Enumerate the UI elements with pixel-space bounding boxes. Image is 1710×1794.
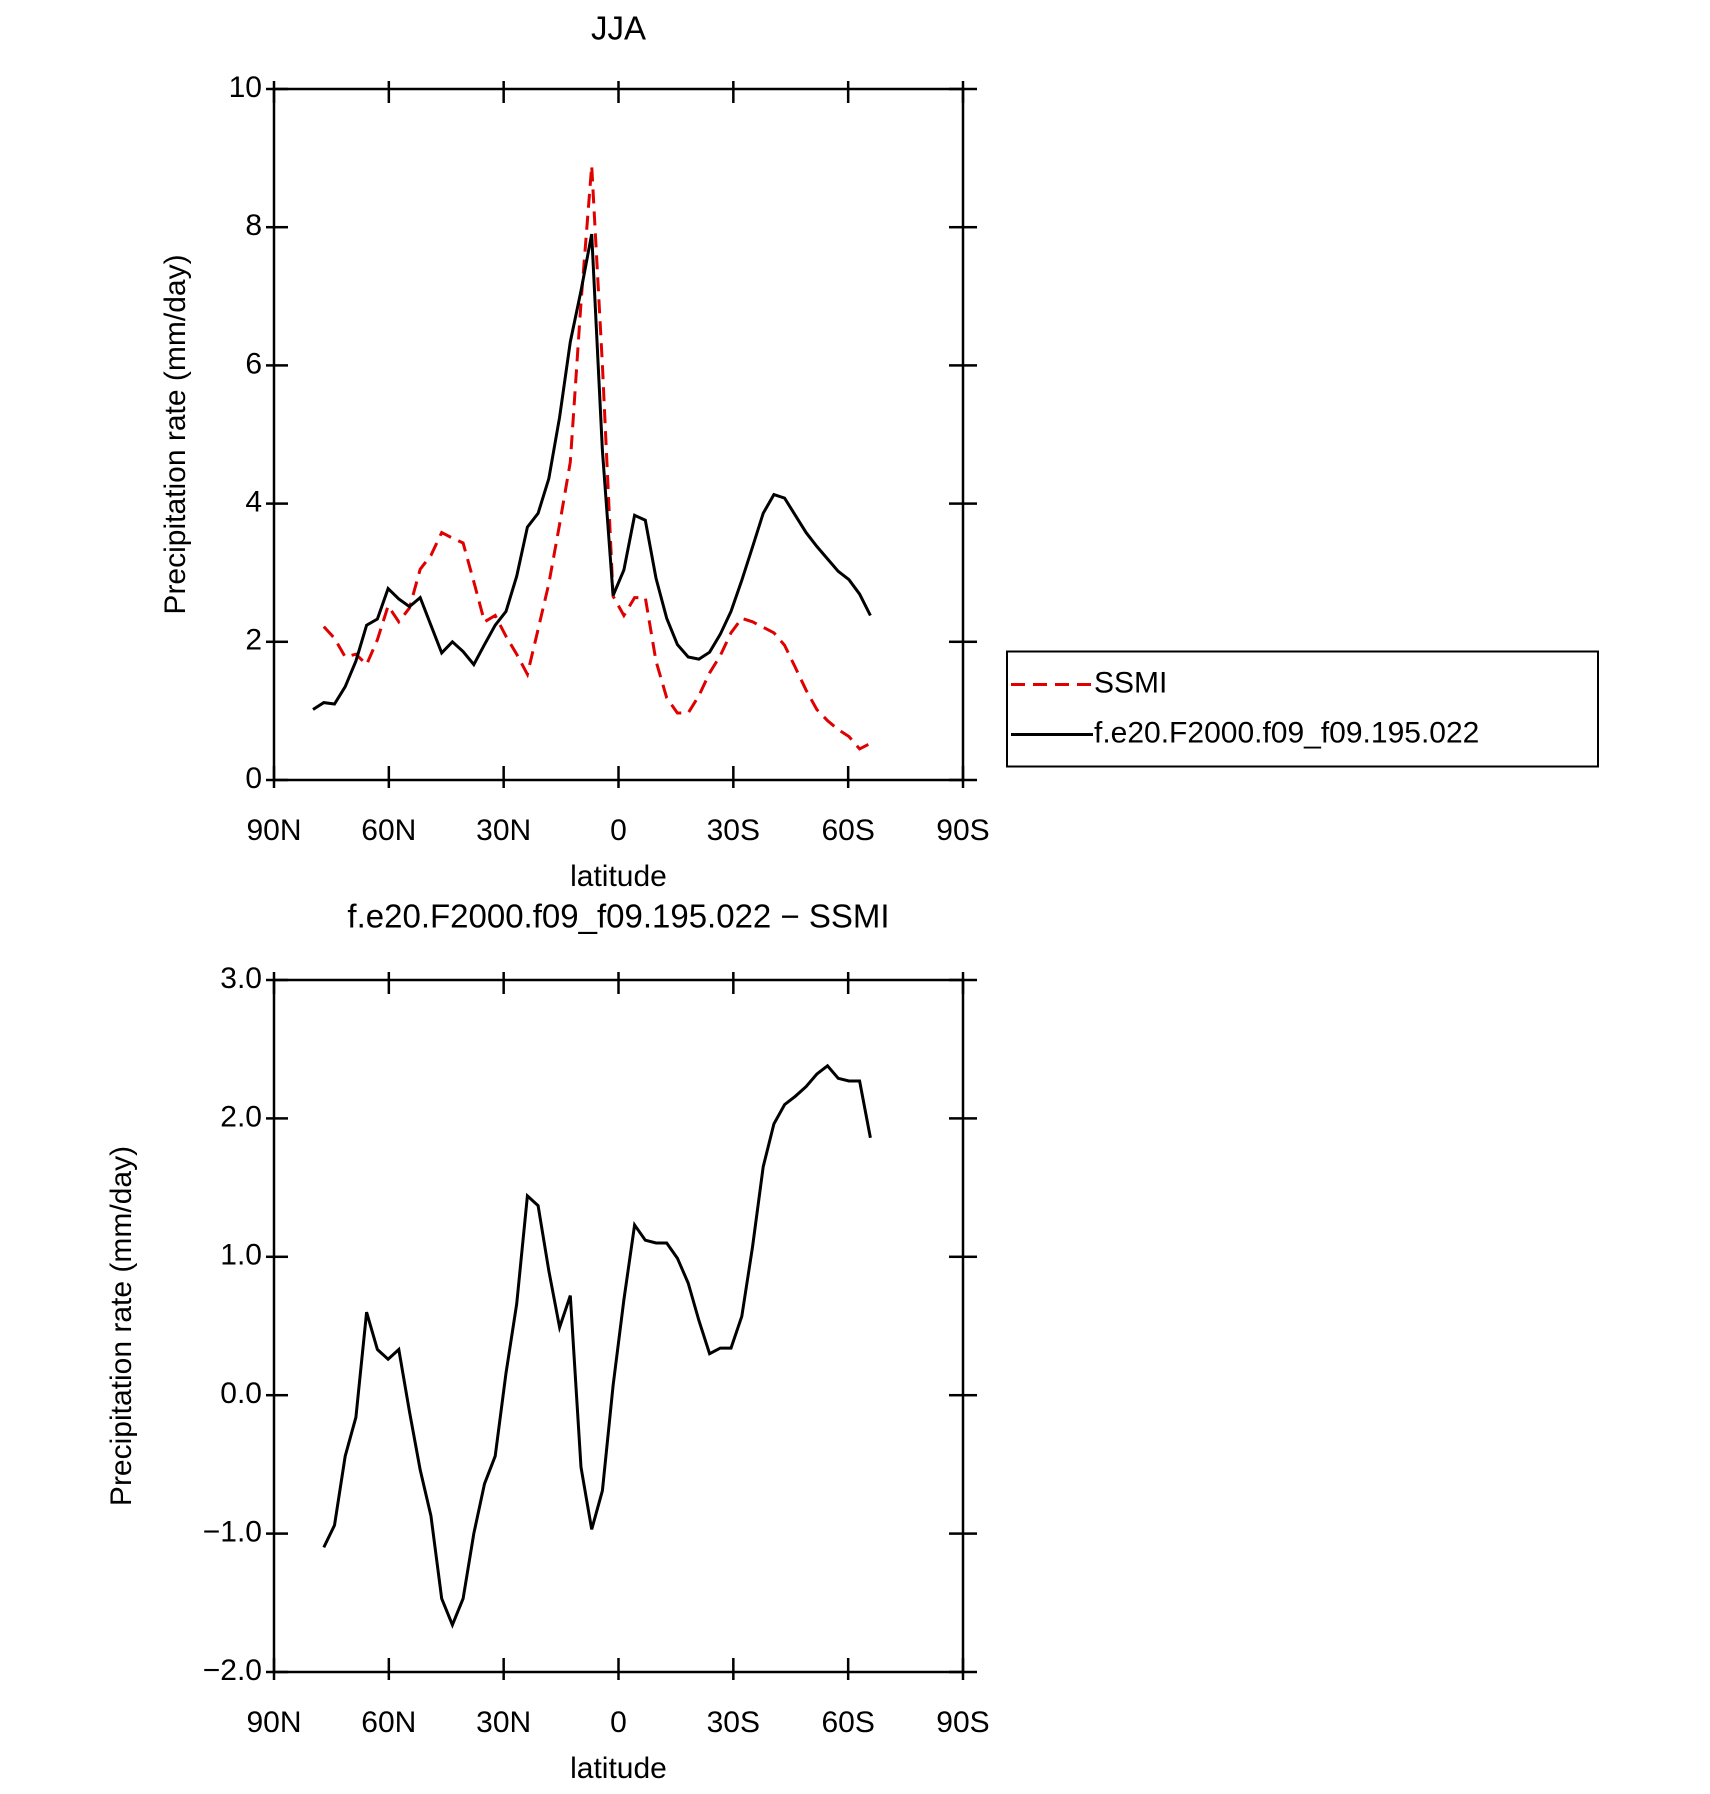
x-tick-label: 30N (476, 814, 531, 847)
y-tick-label: 4 (245, 486, 262, 519)
x-tick-label: 90S (936, 1706, 989, 1739)
series-line (322, 165, 872, 751)
x-tick-label: 90N (246, 814, 301, 847)
x-axis-label: latitude (570, 860, 667, 893)
chart-title: JJA (591, 10, 646, 47)
plot-frame (272, 87, 965, 782)
y-tick-label: −1.0 (203, 1516, 262, 1549)
x-tick-label: 60S (821, 1706, 874, 1739)
x-tick-label: 0 (610, 814, 627, 847)
x-tick-label: 60N (361, 1706, 416, 1739)
y-tick-label: 10 (229, 71, 262, 104)
y-axis-label: Precipitation rate (mm/day) (105, 1146, 138, 1506)
x-axis-label: latitude (570, 1752, 667, 1785)
x-tick-label: 30S (707, 814, 760, 847)
legend-box (1006, 650, 1599, 768)
x-tick-label: 60N (361, 814, 416, 847)
y-tick-label: 2.0 (220, 1100, 262, 1133)
y-tick-label: 0.0 (220, 1377, 262, 1410)
legend-label: f.e20.F2000.f09_f09.195.022 (1094, 716, 1479, 749)
y-tick-label: 3.0 (220, 962, 262, 995)
x-tick-label: 90S (936, 814, 989, 847)
y-tick-label: 2 (245, 624, 262, 657)
y-tick-label: −2.0 (203, 1654, 262, 1687)
plot-frame (272, 978, 965, 1674)
chart-title: f.e20.F2000.f09_f09.195.022 − SSMI (347, 898, 889, 935)
y-tick-label: 8 (245, 209, 262, 242)
y-tick-label: 1.0 (220, 1239, 262, 1272)
y-tick-label: 0 (245, 762, 262, 795)
y-axis-label: Precipitation rate (mm/day) (159, 254, 192, 614)
y-tick-label: 6 (245, 347, 262, 380)
x-tick-label: 30N (476, 1706, 531, 1739)
x-tick-label: 30S (707, 1706, 760, 1739)
legend-label: SSMI (1094, 666, 1167, 699)
x-tick-label: 0 (610, 1706, 627, 1739)
series-line (322, 1063, 872, 1629)
x-tick-label: 90N (246, 1706, 301, 1739)
series-line (312, 233, 872, 711)
x-tick-label: 60S (821, 814, 874, 847)
